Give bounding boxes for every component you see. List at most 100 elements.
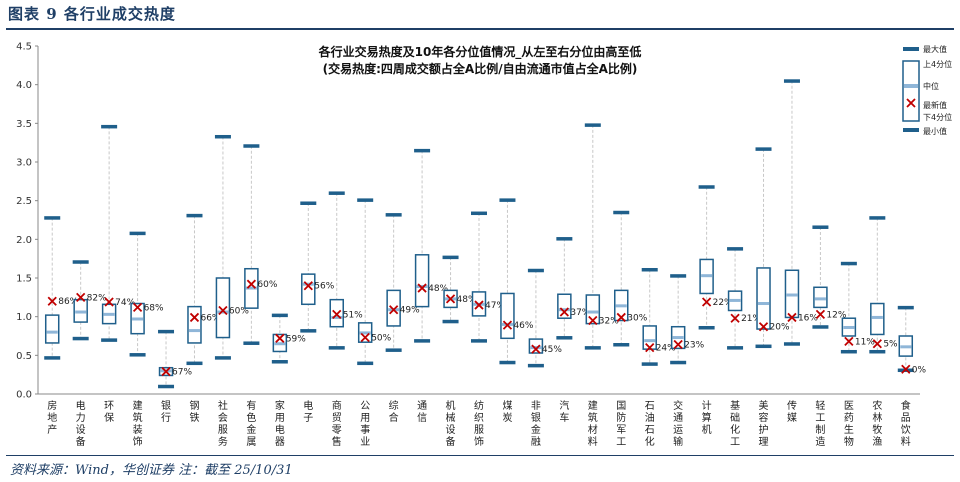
category-label-char: 容 [759, 411, 769, 424]
latest-marker [701, 297, 712, 307]
figure-title: 图表 9 各行业成交热度 [8, 5, 176, 23]
category-label: 房地产 [47, 399, 57, 436]
min-cap [641, 362, 658, 366]
latest-marker [218, 305, 228, 316]
median-bar [188, 329, 200, 333]
min-cap [783, 342, 800, 346]
category-label-char: 保 [104, 411, 114, 424]
median-bar [871, 315, 883, 319]
category-label: 纺织服饰 [474, 399, 484, 448]
category-label: 社会服务 [218, 399, 228, 448]
max-cap [129, 231, 146, 236]
category-label-char: 煤 [502, 399, 512, 412]
category-label-char: 理 [759, 436, 769, 448]
latest-marker [673, 339, 683, 350]
latest-marker [246, 279, 257, 289]
max-cap [869, 216, 886, 220]
category-label: 传媒 [787, 400, 797, 424]
min-cap [869, 349, 886, 354]
iqr-box [813, 286, 828, 309]
min-cap [271, 360, 288, 364]
category-label-char: 交 [673, 399, 683, 412]
latest-percentile-label: 46% [513, 321, 533, 331]
max-cap [527, 268, 544, 273]
category-label: 有色金属 [246, 399, 256, 448]
iqr-box [301, 273, 316, 306]
min-cap [300, 329, 317, 333]
category-label-char: 筑 [588, 411, 598, 424]
category-label: 煤炭 [502, 399, 512, 424]
category-label: 轻工制造 [815, 399, 825, 448]
category-label-char: 美 [759, 399, 769, 412]
category-label: 建筑材料 [588, 399, 598, 448]
legend-median-label: 中位 [923, 81, 939, 91]
category-label-char: 银 [531, 411, 541, 424]
min-cap [613, 343, 630, 347]
category-label-char: 商 [332, 399, 342, 412]
latest-percentile-label: 32% [599, 317, 619, 327]
category-label-char: 生 [844, 423, 854, 436]
max-cap [698, 185, 715, 189]
category-label: 商贸零售 [332, 399, 342, 448]
category-label-char: 社 [218, 399, 228, 412]
y-tick-label: 0.5 [16, 351, 32, 362]
latest-percentile-label: 24% [656, 344, 676, 354]
category-label-char: 力 [76, 411, 86, 424]
max-cap [584, 123, 601, 127]
min-cap [556, 336, 573, 340]
category-label-char: 防 [616, 411, 626, 424]
min-cap [44, 356, 61, 360]
max-cap [641, 267, 658, 272]
category-label-char: 房 [47, 399, 57, 412]
latest-percentile-label: 51% [343, 310, 363, 320]
iqr-box [386, 289, 401, 327]
median-bar [558, 308, 570, 312]
category-label: 电子 [303, 399, 313, 424]
max-cap [556, 237, 573, 241]
category-label: 汽车 [559, 399, 569, 424]
latest-marker [104, 297, 114, 307]
category-label-char: 贸 [332, 412, 342, 424]
min-cap [357, 361, 374, 366]
max-cap [186, 213, 203, 218]
max-cap [328, 191, 345, 195]
min-cap [101, 338, 118, 342]
iqr-box [500, 292, 515, 340]
category-label-char: 通 [673, 412, 683, 424]
latest-marker [901, 364, 911, 374]
latest-percentile-label: 86% [58, 297, 78, 307]
category-label-char: 林 [872, 411, 882, 424]
latest-marker [332, 309, 342, 319]
latest-marker [76, 292, 86, 302]
min-cap [499, 360, 516, 365]
legend-min-label: 最小值 [923, 126, 947, 136]
category-label-char: 计 [702, 399, 712, 412]
max-cap [840, 261, 857, 266]
median-bar [416, 285, 428, 289]
latest-marker [588, 315, 598, 326]
min-cap [328, 346, 345, 350]
category-label-char: 公 [360, 401, 370, 412]
min-cap [527, 363, 544, 368]
category-label-char: 金 [246, 423, 256, 436]
y-tick-label: 3.0 [16, 158, 32, 169]
latest-percentile-label: 37% [570, 308, 590, 318]
category-label: 综合 [389, 399, 399, 424]
latest-marker [616, 312, 626, 323]
category-label: 食品饮料 [901, 399, 911, 448]
latest-marker [844, 336, 854, 347]
max-cap [271, 313, 288, 318]
category-label-char: 输 [673, 435, 683, 448]
min-cap [129, 353, 146, 357]
footer-rule [6, 455, 954, 456]
category-label: 通信 [417, 400, 427, 424]
max-cap [613, 210, 630, 215]
category-label-char: 医 [844, 400, 854, 412]
median-bar [103, 312, 115, 316]
category-label-char: 工 [616, 437, 626, 448]
category-label-char: 家 [275, 399, 285, 412]
legend-q3-label: 上4分位 [923, 59, 952, 69]
min-cap [584, 346, 601, 350]
latest-marker [730, 313, 740, 323]
category-label-char: 材 [588, 423, 598, 436]
